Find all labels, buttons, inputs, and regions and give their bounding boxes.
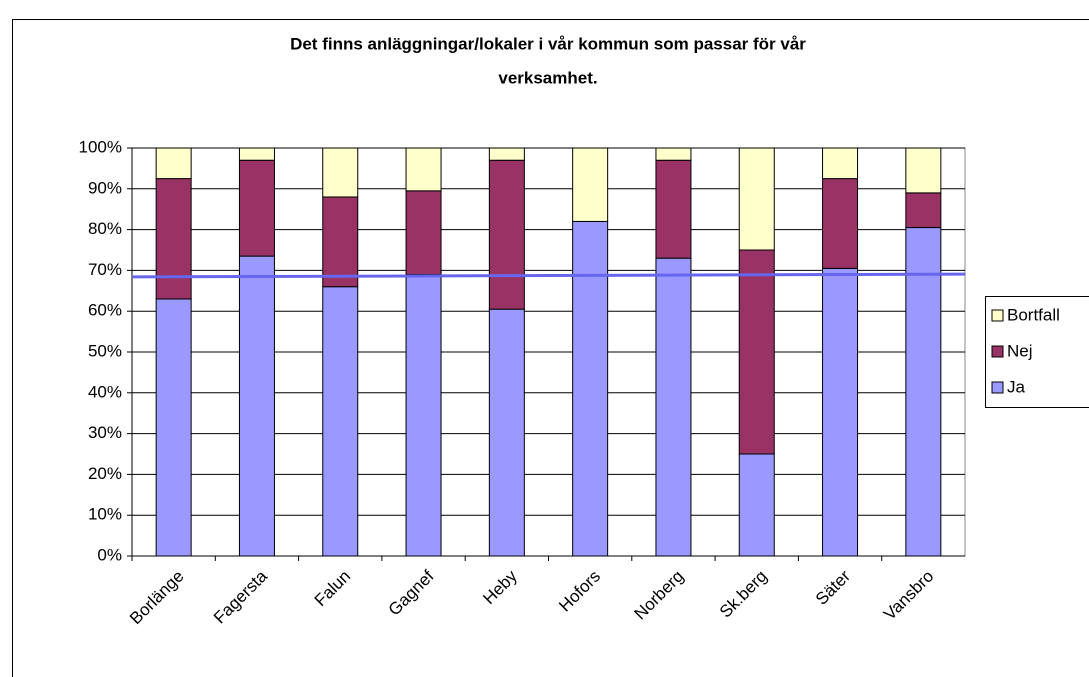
bar-segment (238, 147, 275, 161)
bar-segment (155, 298, 192, 557)
legend-label: Nej (1007, 341, 1033, 360)
bar-segment (405, 190, 442, 275)
bar-segment (238, 255, 275, 557)
bar-segment (572, 147, 609, 222)
bar-segment (155, 178, 192, 300)
bar-segment (738, 249, 775, 455)
y-tick-label: 20% (88, 464, 122, 483)
bar-segment (655, 257, 692, 557)
bar-segment (322, 147, 359, 198)
bar-segment (488, 159, 525, 310)
chart-title: Det finns anläggningar/lokaler i vår kom… (290, 34, 806, 53)
y-tick-label: 50% (88, 341, 122, 360)
legend-swatch (991, 381, 1004, 394)
y-tick-label: 40% (88, 382, 122, 401)
legend-swatch (991, 345, 1004, 358)
y-tick-label: 100% (79, 137, 122, 156)
bar-segment (155, 147, 192, 180)
bar-segment (738, 147, 775, 251)
y-tick-label: 70% (88, 260, 122, 279)
bar-segment (488, 308, 525, 557)
bar-segment (322, 196, 359, 288)
bar-segment (822, 178, 859, 269)
bar-segment (655, 147, 692, 161)
legend-label: Bortfall (1007, 305, 1060, 324)
bar-segment (572, 220, 609, 557)
bar-segment (905, 227, 942, 557)
chart-title: verksamhet. (498, 68, 597, 87)
y-tick-label: 90% (88, 178, 122, 197)
bar-segment (822, 267, 859, 557)
y-tick-label: 30% (88, 423, 122, 442)
y-tick-label: 60% (88, 301, 122, 320)
bar-segment (488, 147, 525, 161)
bar-segment (905, 147, 942, 194)
bar-segment (405, 273, 442, 557)
bar-segment (405, 147, 442, 192)
legend-swatch (991, 309, 1004, 322)
y-tick-label: 0% (97, 545, 122, 564)
bar-segment (238, 159, 275, 257)
bar-segment (738, 453, 775, 557)
bar-segment (822, 147, 859, 180)
bar-segment (655, 159, 692, 259)
y-tick-label: 10% (88, 505, 122, 524)
y-tick-label: 80% (88, 219, 122, 238)
bar-segment (322, 286, 359, 557)
reference-line (131, 272, 966, 279)
legend-label: Ja (1007, 377, 1026, 396)
bar-segment (905, 192, 942, 229)
